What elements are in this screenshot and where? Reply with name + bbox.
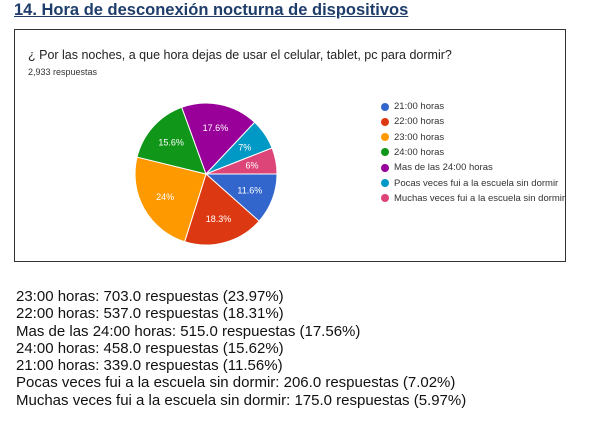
legend-label: Pocas veces fui a la escuela sin dormir [394,177,559,189]
legend-label: 22:00 horas [394,116,445,128]
summary-line: Muchas veces fui a la escuela sin dormir… [16,391,467,409]
chart-title: ¿ Por las noches, a que hora dejas de us… [28,48,452,62]
legend-item: 21:00 horas [381,101,444,112]
legend-item: 22:00 horas [381,116,444,127]
section-heading: 14. Hora de desconexión nocturna de disp… [14,1,409,19]
legend-item: Pocas veces fui a la escuela sin dormir [381,178,558,189]
slice-label: 15.6% [158,138,184,148]
legend-item: 24:00 horas [381,147,444,158]
slice-label: 11.6% [237,186,262,196]
summary-line: Pocas veces fui a la escuela sin dormir:… [16,374,456,392]
pie-chart: 11.6% 18.3% 24% 15.6% 17.6% 7% 6% [134,102,278,246]
legend-swatch [381,148,389,157]
legend-swatch [381,194,389,203]
legend-swatch [381,133,389,142]
slice-label: 24% [156,192,174,202]
legend-swatch [381,117,389,126]
slice-label: 7% [238,143,251,153]
pie-slice [183,173,260,246]
response-count: 2,933 respuestas [28,67,98,77]
slice-label: 18.3% [206,214,232,224]
summary-list: 23:00 horas: 703.0 respuestas (23.97%) 22… [16,288,466,409]
legend-label: Mas de las 24:00 horas [394,162,493,174]
legend-item: Mas de las 24:00 horas [381,162,493,173]
summary-line: Mas de las 24:00 horas: 515.0 respuestas… [16,322,361,340]
legend-swatch [381,179,389,187]
legend-swatch [381,102,389,111]
legend-item: 23:00 horas [381,132,444,143]
legend-label: 23:00 horas [394,131,445,143]
legend-swatch [381,163,389,172]
summary-line: 24:00 horas: 458.0 respuestas (15.62%) [16,339,284,357]
pie-slice [136,106,207,175]
summary-line: 21:00 horas: 339.0 respuestas (11.56%) [16,357,283,375]
slice-label: 6% [246,160,259,170]
chart-card [14,29,566,262]
legend-label: Muchas veces fui a la escuela sin dormir [394,192,566,204]
pie-slice [134,156,207,243]
legend-label: 21:00 horas [394,101,445,112]
pie-slice [205,147,278,175]
summary-line: 22:00 horas: 537.0 respuestas (18.31%) [16,305,284,323]
pie-slice [181,102,256,175]
legend-item: Muchas veces fui a la escuela sin dormir [381,193,565,204]
legend-label: 24:00 horas [394,146,445,158]
slice-label: 17.6% [203,123,229,133]
summary-line: 23:00 horas: 703.0 respuestas (23.97%) [16,288,284,305]
